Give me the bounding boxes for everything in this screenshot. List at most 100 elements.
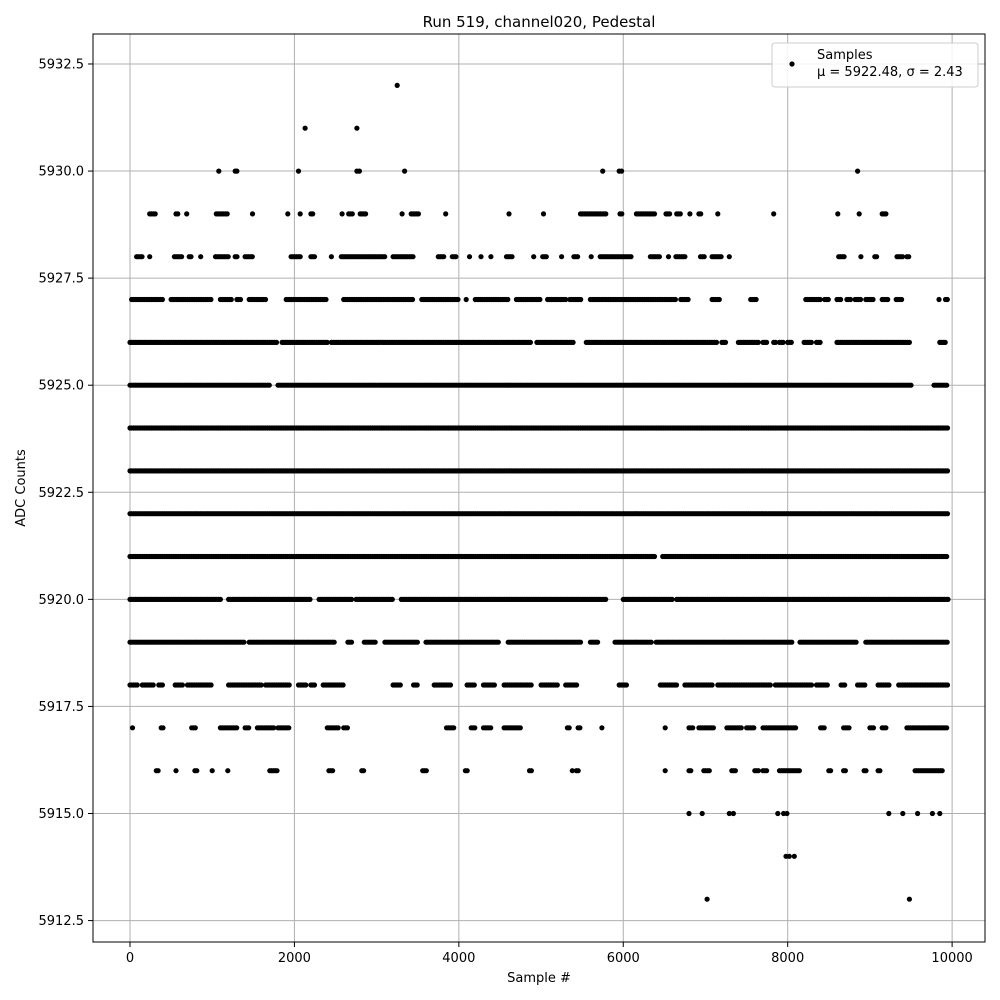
data-point	[554, 682, 560, 688]
data-point	[842, 682, 848, 688]
data-point	[540, 211, 547, 217]
data-point	[363, 211, 369, 217]
data-point	[656, 254, 663, 260]
data-point	[241, 639, 247, 645]
x-axis-label: Sample #	[507, 971, 571, 986]
data-point	[389, 596, 395, 603]
data-point	[936, 296, 942, 303]
data-point	[817, 296, 823, 303]
data-point	[857, 296, 864, 303]
data-point	[599, 725, 605, 731]
plot-area-frame	[92, 33, 986, 943]
legend-box	[771, 42, 979, 88]
data-point	[784, 810, 790, 817]
legend-entry-samples: Samples	[817, 48, 873, 63]
data-point	[899, 296, 905, 303]
data-point	[793, 725, 799, 731]
data-point	[722, 339, 729, 345]
data-point	[414, 682, 420, 688]
data-point	[209, 768, 215, 774]
data-point	[687, 211, 693, 217]
data-point	[718, 254, 724, 260]
y-tick-label: 5912.5	[39, 914, 85, 929]
data-point	[274, 768, 280, 774]
y-tick-label: 5927.5	[39, 272, 85, 287]
data-point	[528, 682, 534, 688]
data-point	[394, 82, 400, 88]
data-point	[198, 254, 204, 260]
data-point	[578, 296, 584, 303]
data-point	[505, 296, 511, 303]
data-point	[775, 810, 781, 817]
data-point	[808, 682, 815, 688]
data-point	[619, 168, 625, 174]
data-point	[846, 725, 852, 731]
data-point	[150, 682, 156, 688]
data-point	[856, 211, 862, 217]
data-point	[755, 339, 761, 345]
data-point	[699, 810, 705, 817]
data-point	[246, 725, 252, 731]
y-tick-label: 5925.0	[39, 379, 85, 394]
data-point	[838, 296, 844, 303]
data-point	[706, 768, 712, 774]
data-point	[686, 810, 692, 817]
data-point	[915, 810, 921, 817]
data-point	[709, 682, 715, 688]
data-point	[874, 254, 880, 260]
data-point	[451, 725, 457, 731]
data-point	[853, 639, 859, 645]
data-point	[397, 682, 403, 688]
data-point	[570, 339, 576, 345]
data-point	[767, 682, 773, 688]
data-point	[726, 254, 732, 260]
data-point	[690, 725, 696, 731]
data-point	[942, 339, 948, 345]
data-point	[563, 296, 569, 303]
data-point	[883, 211, 889, 217]
data-point	[225, 254, 231, 260]
data-point	[825, 296, 831, 303]
data-point	[184, 211, 190, 217]
data-point	[249, 211, 256, 217]
data-point	[559, 254, 565, 260]
data-point	[791, 853, 797, 859]
data-point	[311, 682, 318, 688]
data-point	[716, 296, 722, 303]
data-point	[900, 810, 906, 817]
data-point	[354, 125, 360, 131]
data-point	[311, 254, 318, 260]
data-point	[266, 382, 272, 388]
data-point	[944, 468, 951, 474]
data-point	[944, 639, 950, 645]
data-point	[648, 639, 654, 645]
data-point	[217, 596, 223, 603]
data-point	[531, 254, 537, 260]
data-point	[517, 725, 523, 731]
data-point	[234, 725, 240, 731]
data-point	[330, 768, 336, 774]
x-tick-label: 2000	[278, 951, 311, 966]
data-point	[324, 339, 330, 345]
data-point	[297, 254, 303, 260]
data-point	[886, 682, 892, 688]
data-point	[808, 339, 815, 345]
data-point	[577, 725, 583, 731]
data-point	[685, 296, 691, 303]
data-point	[382, 254, 388, 260]
data-point	[488, 725, 494, 731]
data-point	[285, 211, 291, 217]
data-point	[208, 682, 214, 688]
data-point	[944, 725, 950, 731]
data-point	[506, 211, 512, 217]
data-point	[527, 339, 534, 345]
data-point	[682, 254, 688, 260]
data-point	[399, 211, 405, 217]
data-point	[159, 296, 165, 303]
data-point	[262, 296, 269, 303]
data-point	[188, 254, 194, 260]
data-point	[528, 768, 535, 774]
data-point	[667, 211, 673, 217]
data-point	[349, 596, 355, 603]
